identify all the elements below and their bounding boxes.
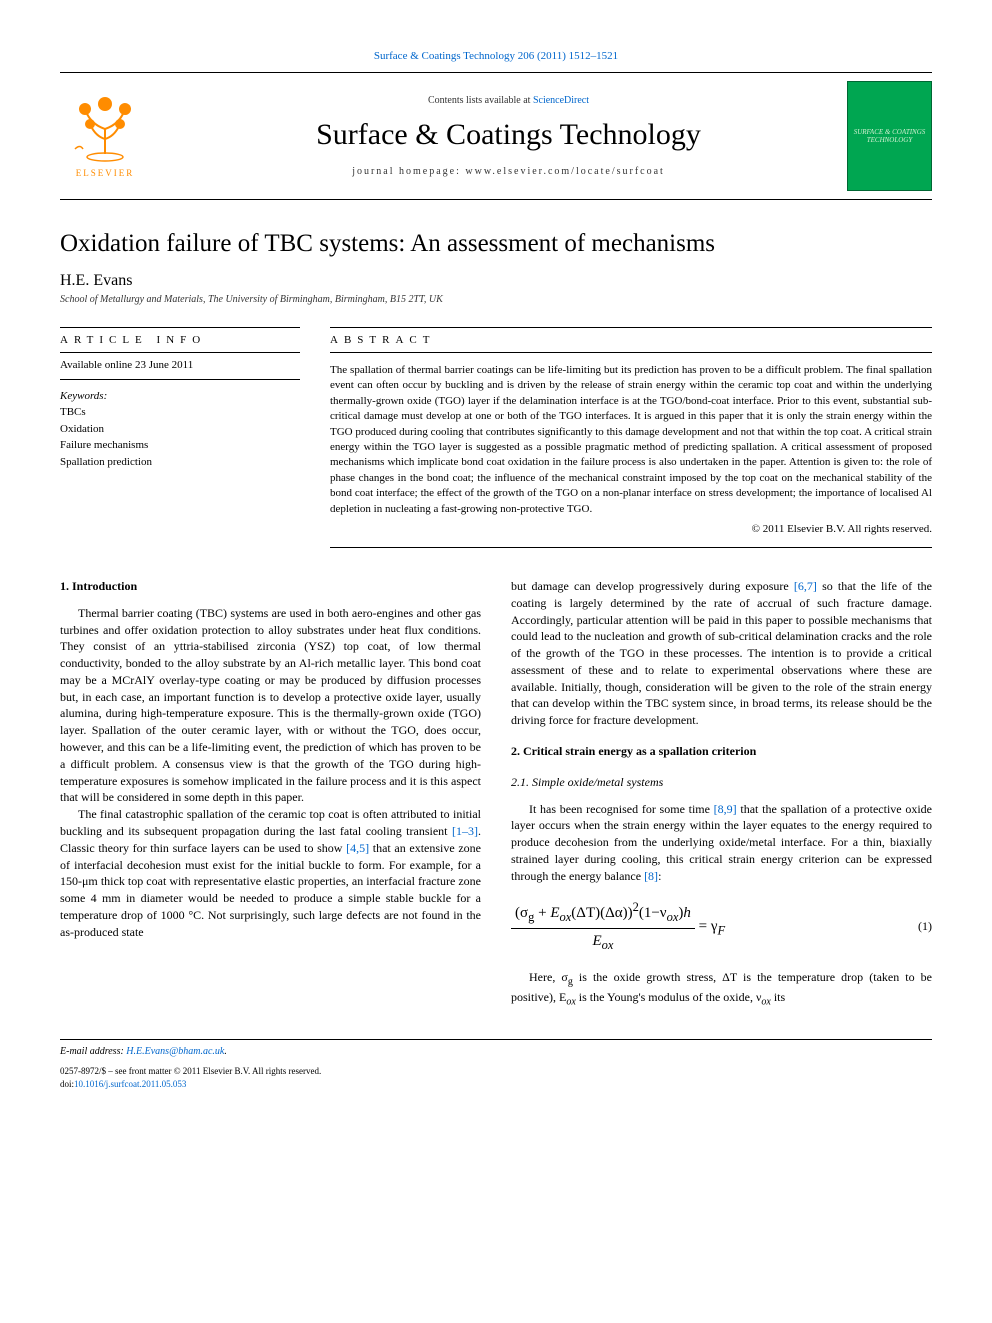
keyword-item: Oxidation	[60, 421, 300, 438]
journal-cover-thumbnail: SURFACE & COATINGS TECHNOLOGY	[847, 81, 932, 191]
keywords-label: Keywords:	[60, 390, 300, 402]
body-paragraph: It has been recognised for some time [8,…	[511, 801, 932, 885]
info-abstract-row: ARTICLE INFO Available online 23 June 20…	[60, 327, 932, 548]
footer-copyright: 0257-8972/$ – see front matter © 2011 El…	[60, 1065, 932, 1090]
keywords-list: TBCs Oxidation Failure mechanisms Spalla…	[60, 404, 300, 470]
section-2-1-heading: 2.1. Simple oxide/metal systems	[511, 774, 932, 791]
elsevier-tree-icon	[65, 94, 145, 164]
keyword-item: Failure mechanisms	[60, 437, 300, 454]
journal-homepage: journal homepage: www.elsevier.com/locat…	[170, 166, 847, 177]
body-text: its	[771, 990, 785, 1004]
reference-link[interactable]: [6,7]	[794, 579, 817, 593]
reference-link[interactable]: [4,5]	[346, 841, 369, 855]
homepage-prefix: journal homepage:	[352, 166, 465, 177]
page-footer: E-mail address: H.E.Evans@bham.ac.uk. 02…	[60, 1039, 932, 1090]
body-text: It has been recognised for some time	[529, 802, 714, 816]
body-paragraph: The final catastrophic spallation of the…	[60, 806, 481, 940]
journal-citation-link[interactable]: Surface & Coatings Technology 206 (2011)…	[60, 50, 932, 62]
author-affiliation: School of Metallurgy and Materials, The …	[60, 294, 932, 305]
body-columns: 1. Introduction Thermal barrier coating …	[60, 578, 932, 1010]
section-2-heading: 2. Critical strain energy as a spallatio…	[511, 743, 932, 760]
journal-title: Surface & Coatings Technology	[170, 118, 847, 152]
homepage-url: www.elsevier.com/locate/surfcoat	[465, 166, 664, 177]
equation-1: (σg + Eox(ΔT)(Δα))2(1−νox)hEox = γF (1)	[511, 899, 932, 955]
sciencedirect-link[interactable]: ScienceDirect	[533, 95, 589, 106]
article-info-heading: ARTICLE INFO	[60, 327, 300, 353]
article-info-column: ARTICLE INFO Available online 23 June 20…	[60, 327, 300, 548]
abstract-column: ABSTRACT The spallation of thermal barri…	[330, 327, 932, 548]
reference-link[interactable]: [1–3]	[452, 824, 478, 838]
elsevier-logo: ELSEVIER	[60, 86, 150, 186]
header-center: Contents lists available at ScienceDirec…	[170, 95, 847, 177]
doi-line: doi:10.1016/j.surfcoat.2011.05.053	[60, 1078, 932, 1091]
contents-list-line: Contents lists available at ScienceDirec…	[170, 95, 847, 106]
author-name: H.E. Evans	[60, 272, 932, 290]
author-email-link[interactable]: H.E.Evans@bham.ac.uk	[126, 1046, 224, 1057]
body-text: Here, σ	[529, 970, 568, 984]
journal-cover-text: SURFACE & COATINGS TECHNOLOGY	[852, 128, 927, 145]
contents-prefix: Contents lists available at	[428, 95, 533, 106]
body-text: The final catastrophic spallation of the…	[60, 807, 481, 838]
journal-header: ELSEVIER Contents lists available at Sci…	[60, 72, 932, 200]
abstract-text: The spallation of thermal barrier coatin…	[330, 363, 932, 517]
body-text: is the Young's modulus of the oxide, ν	[576, 990, 762, 1004]
issn-line: 0257-8972/$ – see front matter © 2011 El…	[60, 1065, 932, 1078]
section-1-heading: 1. Introduction	[60, 578, 481, 595]
body-text: so that the life of the coating is large…	[511, 579, 932, 727]
reference-link[interactable]: [8]	[644, 869, 658, 883]
footer-email-line: E-mail address: H.E.Evans@bham.ac.uk.	[60, 1046, 932, 1057]
reference-link[interactable]: [8,9]	[714, 802, 737, 816]
keyword-item: TBCs	[60, 404, 300, 421]
doi-link[interactable]: 10.1016/j.surfcoat.2011.05.053	[74, 1079, 186, 1089]
body-text: :	[658, 869, 661, 883]
body-paragraph: Here, σg is the oxide growth stress, ΔT …	[511, 969, 932, 1010]
body-right-column: but damage can develop progressively dur…	[511, 578, 932, 1010]
available-online-date: Available online 23 June 2011	[60, 359, 300, 380]
email-label: E-mail address:	[60, 1046, 126, 1057]
keyword-item: Spallation prediction	[60, 454, 300, 471]
equation-number: (1)	[918, 918, 932, 935]
article-title: Oxidation failure of TBC systems: An ass…	[60, 230, 932, 258]
publisher-name: ELSEVIER	[76, 168, 135, 178]
body-text: but damage can develop progressively dur…	[511, 579, 794, 593]
doi-prefix: doi:	[60, 1079, 74, 1089]
equation-formula: (σg + Eox(ΔT)(Δα))2(1−νox)hEox = γF	[511, 899, 725, 955]
abstract-heading: ABSTRACT	[330, 327, 932, 353]
body-text: that an extensive zone of interfacial de…	[60, 841, 481, 939]
abstract-copyright: © 2011 Elsevier B.V. All rights reserved…	[330, 523, 932, 548]
body-paragraph: Thermal barrier coating (TBC) systems ar…	[60, 605, 481, 807]
body-left-column: 1. Introduction Thermal barrier coating …	[60, 578, 481, 1010]
body-paragraph: but damage can develop progressively dur…	[511, 578, 932, 729]
